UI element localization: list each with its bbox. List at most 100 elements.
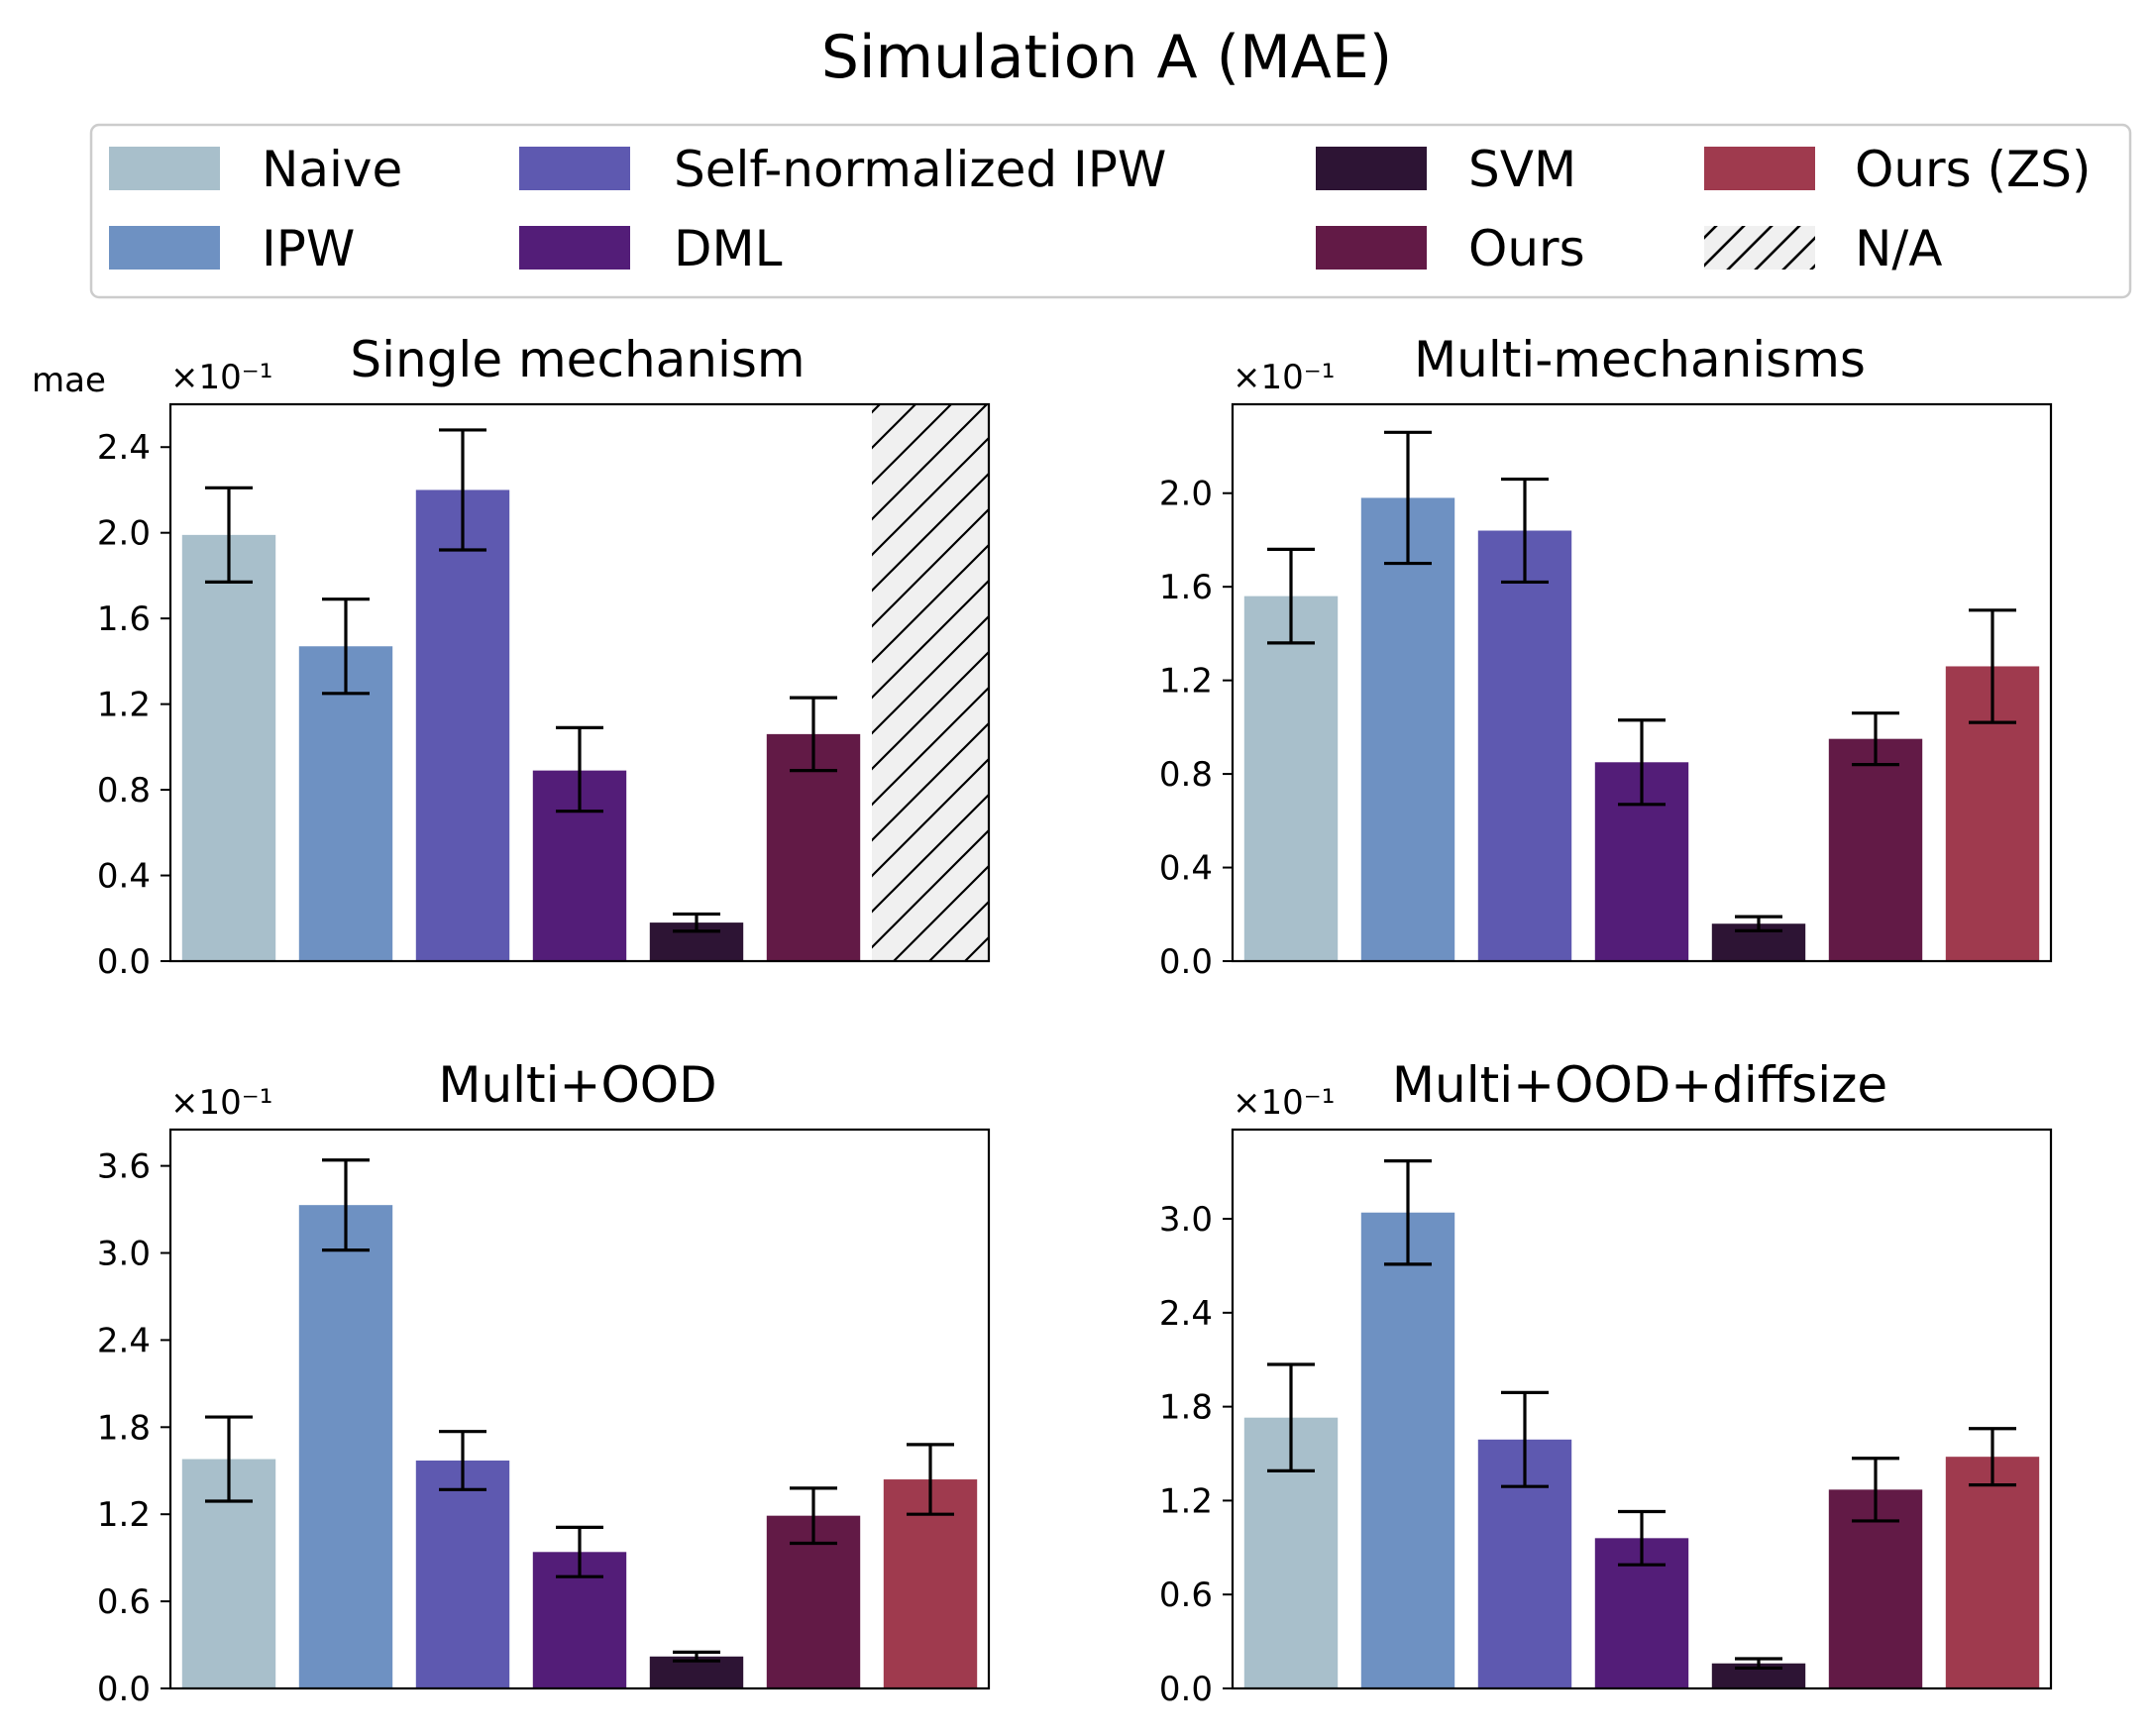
y-tick-label: 1.2 (1159, 662, 1213, 702)
y-tick-label: 3.6 (97, 1147, 151, 1187)
error-bar-svm (1735, 915, 1782, 932)
error-bar-dml (556, 725, 603, 814)
legend-item-ours: Ours (1316, 220, 1585, 277)
y-tick-label: 3.0 (97, 1235, 151, 1274)
axis-scale-label: ×10⁻¹ (1233, 358, 1335, 397)
chart-panel-single-mechanism: Single mechanism ×10⁻¹ 0.0 0.4 0.8 1.2 1.6 2.0 2… (97, 331, 991, 982)
y-tick-label: 1.6 (1159, 568, 1213, 607)
bar-self-normalized-ipw (415, 1461, 510, 1688)
y-tick-label: 1.8 (1159, 1388, 1213, 1428)
error-bar-ours (1852, 711, 1899, 767)
legend-swatch (1316, 147, 1427, 190)
legend-swatch (1704, 147, 1815, 190)
plot-frame (1231, 1128, 2053, 1690)
bar-self-normalized-ipw (1477, 530, 1572, 961)
error-bar-ours-zs (907, 1443, 954, 1516)
y-tick-label: 1.2 (97, 1495, 151, 1535)
error-bar-ours (790, 1486, 837, 1546)
error-bar-ours-zs (1969, 608, 2016, 724)
y-tick-label: 2.0 (97, 514, 151, 554)
legend-item-ipw: IPW (109, 220, 355, 277)
legend-item-n-a: N/A (1704, 220, 1942, 277)
y-tick-label: 0.4 (97, 857, 151, 897)
error-bar-self-normalized-ipw (439, 428, 486, 552)
chart-panel-multi-ood-diffsize: Multi+OOD+diffsize ×10⁻¹ 0.0 0.6 1.2 1.8 2.4 3.… (1159, 1056, 2053, 1709)
error-bar-naive (1267, 547, 1315, 645)
bar-self-normalized-ipw (415, 489, 510, 961)
bar-not-available (872, 404, 989, 961)
y-tick-label: 0.0 (97, 1670, 151, 1709)
axis-scale-label: ×10⁻¹ (170, 358, 272, 397)
y-tick-label: 3.0 (1159, 1200, 1213, 1240)
y-tick-label: 0.8 (97, 771, 151, 811)
legend-label: Self-normalized IPW (674, 141, 1166, 198)
y-tick-label: 2.4 (97, 428, 151, 468)
error-bar-naive (205, 1415, 253, 1503)
error-bar-ours-zs (1969, 1427, 2016, 1487)
y-tick-label: 1.2 (97, 686, 151, 725)
y-tick-label: 0.8 (1159, 755, 1213, 795)
error-bar-naive (1267, 1362, 1315, 1473)
y-tick-label: 1.2 (1159, 1481, 1213, 1521)
error-bar-ipw (322, 597, 370, 696)
legend-item-dml: DML (519, 220, 783, 277)
error-bar-ipw (322, 1158, 370, 1252)
y-tick-label: 2.4 (1159, 1294, 1213, 1334)
y-tick-label: 0.0 (97, 942, 151, 982)
chart-panel-multi-mechanisms: Multi-mechanisms ×10⁻¹ 0.0 0.4 0.8 1.2 1.6 2.0 (1159, 331, 2053, 982)
y-tick-label: 0.0 (1159, 942, 1213, 982)
error-bar-ours (790, 696, 837, 773)
legend-label: Naive (262, 141, 402, 198)
bar-ipw (1360, 497, 1455, 961)
y-tick-label: 0.0 (1159, 1670, 1213, 1709)
legend-label: Ours (1468, 220, 1585, 277)
legend-swatch (519, 147, 630, 190)
bar-naive (1243, 596, 1339, 961)
legend-label: SVM (1468, 141, 1576, 198)
bar-ours (1828, 1489, 1923, 1688)
plot-frame (168, 402, 991, 963)
plot-frame (168, 1128, 991, 1690)
error-bar-dml (1618, 718, 1666, 807)
legend-item-svm: SVM (1316, 141, 1576, 198)
error-bar-self-normalized-ipw (1501, 477, 1549, 585)
figure-title: Simulation A (MAE) (821, 23, 1392, 92)
error-bar-ipw (1384, 1158, 1432, 1266)
panel-title: Multi+OOD+diffsize (1392, 1056, 1887, 1114)
bar-ours (1828, 738, 1923, 961)
error-bar-dml (1618, 1509, 1666, 1567)
panel-title: Multi-mechanisms (1414, 331, 1866, 388)
bar-ipw (298, 646, 393, 961)
legend: Naive IPW Self-normalized IPW DML SVM Ours Our… (89, 123, 2132, 299)
panel-title: Single mechanism (350, 331, 805, 388)
error-bar-dml (556, 1525, 603, 1578)
error-bar-svm (1735, 1657, 1782, 1671)
legend-swatch (109, 147, 220, 190)
error-bar-naive (205, 486, 253, 585)
y-axis-label: mae (32, 361, 106, 400)
chart-panel-multi-ood: Multi+OOD ×10⁻¹ 0.0 0.6 1.2 1.8 2.4 3.0 3.6 (97, 1056, 991, 1709)
error-bar-svm (673, 1650, 720, 1663)
axis-scale-label: ×10⁻¹ (1233, 1083, 1335, 1123)
bar-ipw (1360, 1212, 1455, 1688)
plot-frame (1231, 402, 2053, 963)
error-bar-ours (1852, 1457, 1899, 1523)
legend-item-ours-zs: Ours (ZS) (1704, 141, 2092, 198)
error-bar-ipw (1384, 430, 1432, 566)
bar-ours-zs (1945, 1457, 2040, 1688)
legend-swatch (519, 226, 630, 270)
y-tick-label: 1.6 (97, 599, 151, 639)
legend-label: IPW (262, 220, 355, 277)
y-tick-label: 0.6 (97, 1582, 151, 1622)
legend-swatch (1316, 226, 1427, 270)
y-tick-label: 2.0 (1159, 475, 1213, 514)
legend-label: Ours (ZS) (1855, 141, 2092, 198)
legend-swatch (1704, 226, 1815, 270)
y-tick-label: 0.4 (1159, 849, 1213, 889)
error-bar-self-normalized-ipw (1501, 1390, 1549, 1488)
legend-item-naive: Naive (109, 141, 402, 198)
y-tick-label: 1.8 (97, 1408, 151, 1448)
error-bar-self-normalized-ipw (439, 1430, 486, 1491)
error-bar-svm (673, 912, 720, 933)
